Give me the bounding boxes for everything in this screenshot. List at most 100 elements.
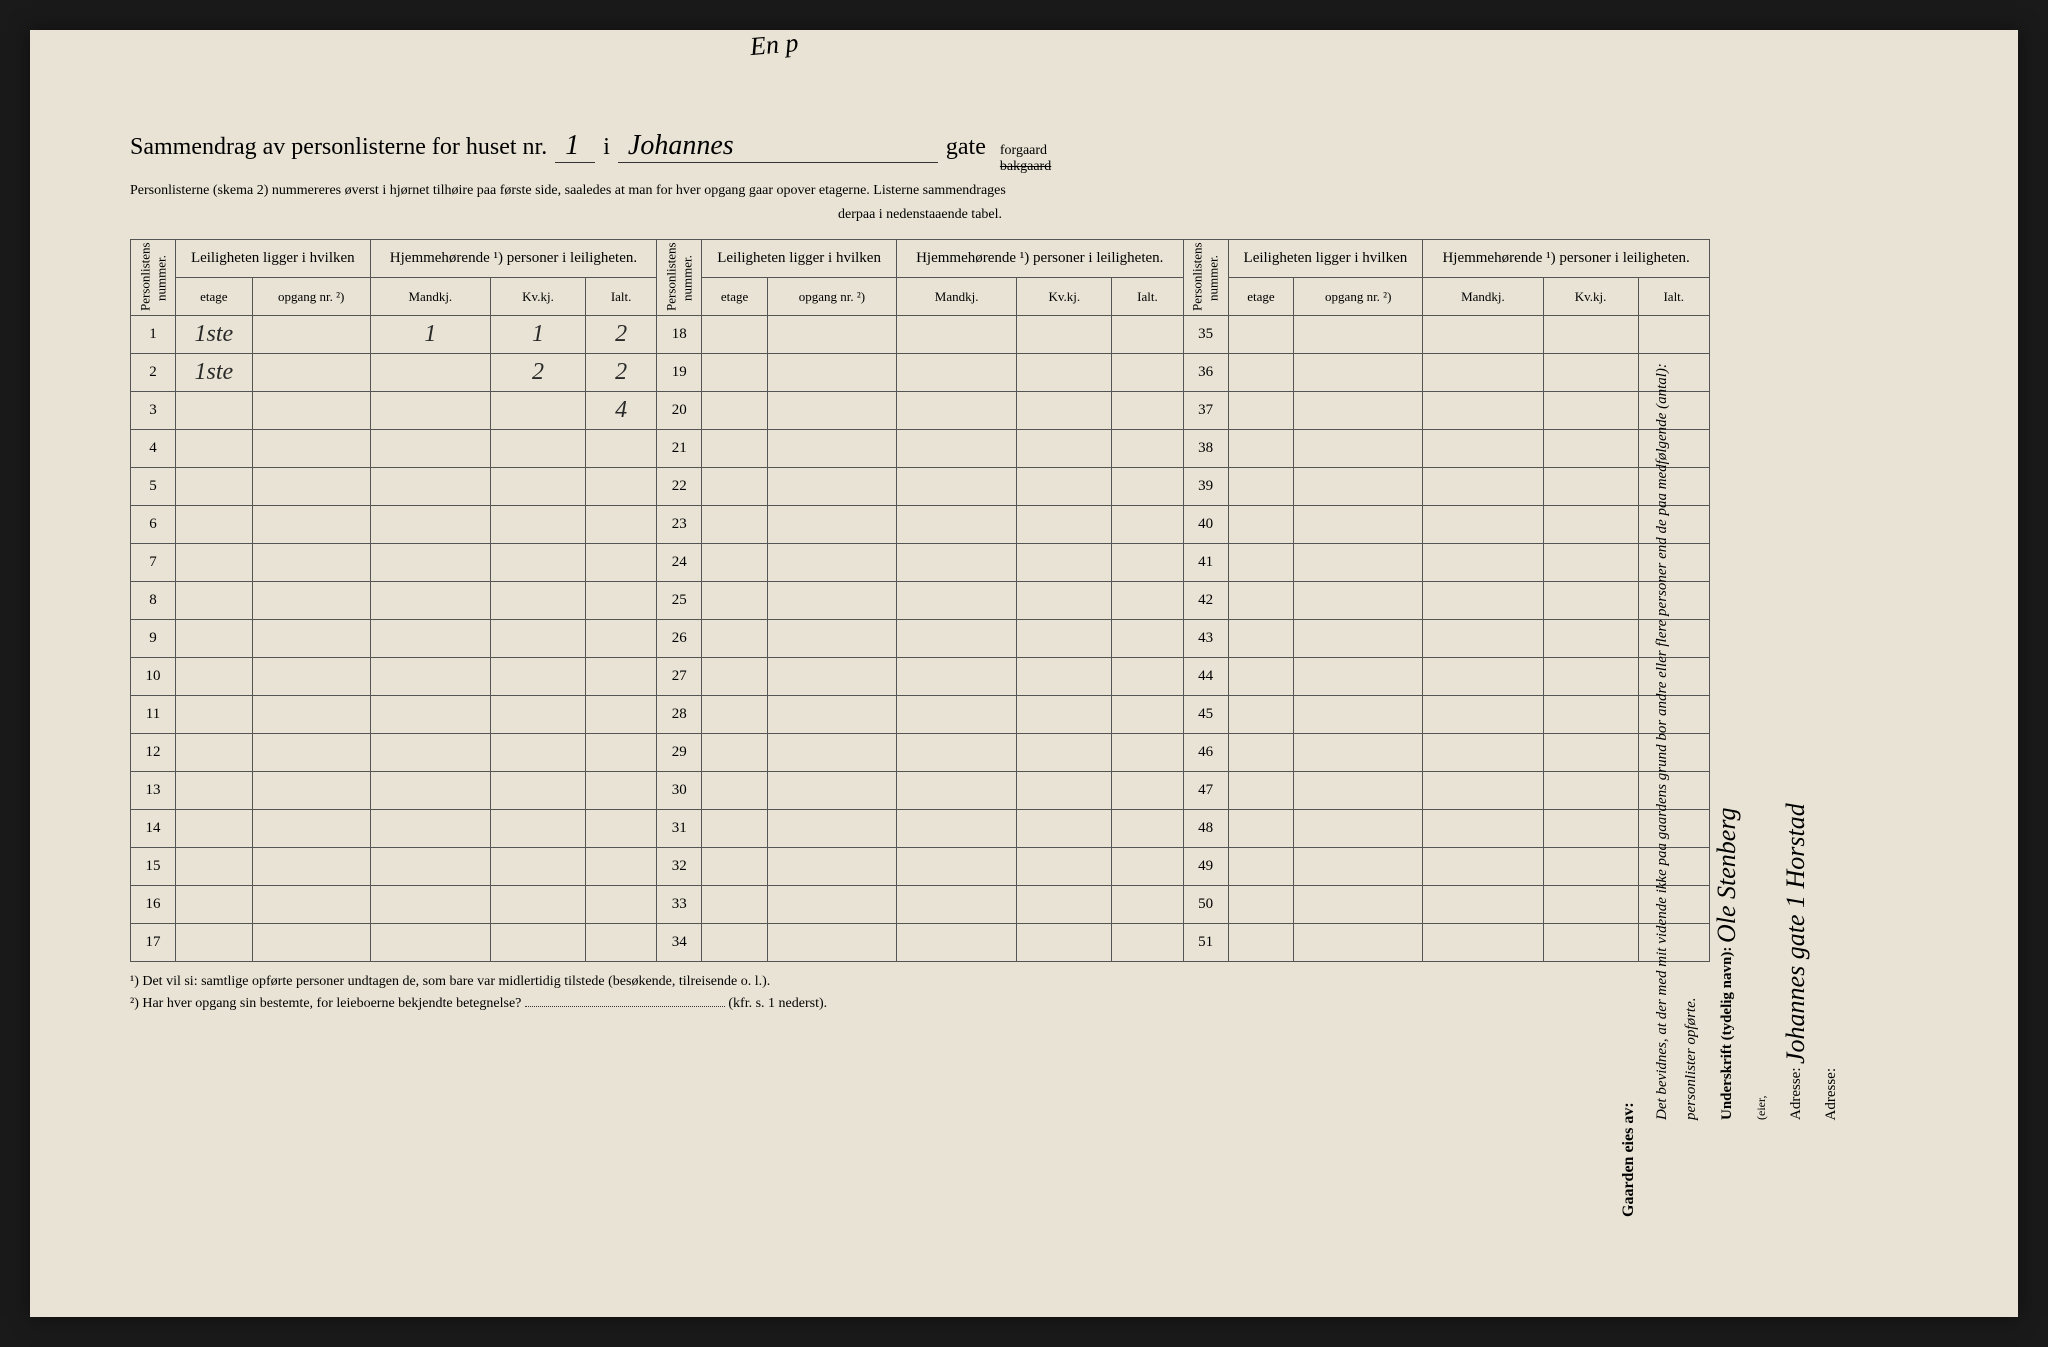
row-number-3: 39 [1183, 468, 1228, 506]
cell-etage-2 [702, 886, 768, 924]
cell-ialt-2 [1112, 316, 1183, 354]
row-number-1: 15 [131, 848, 176, 886]
cell-mandkj-3 [1423, 582, 1543, 620]
row-number-2: 21 [657, 430, 702, 468]
row-number-3: 42 [1183, 582, 1228, 620]
cell-opgang-1 [252, 848, 370, 886]
cell-mandkj-2 [896, 810, 1016, 848]
cell-kvkj-3 [1543, 582, 1638, 620]
sub-etage-3: etage [1228, 278, 1294, 316]
row-number-1: 13 [131, 772, 176, 810]
cell-kvkj-3 [1543, 734, 1638, 772]
cell-etage-3 [1228, 582, 1294, 620]
row-number-2: 34 [657, 924, 702, 962]
cell-ialt-1 [585, 582, 656, 620]
cell-kvkj-3 [1543, 430, 1638, 468]
cell-etage-3 [1228, 924, 1294, 962]
cell-opgang-2 [767, 696, 896, 734]
cell-mandkj-3 [1423, 354, 1543, 392]
address-row: Adresse: Johannes gate 1 Horstad [1775, 150, 1817, 1130]
cell-mandkj-1 [370, 772, 490, 810]
adresse-value: Johannes gate 1 Horstad [1781, 803, 1810, 1064]
cell-ialt-2 [1112, 924, 1183, 962]
cell-etage-1: 1ste [176, 316, 253, 354]
cell-etage-1 [176, 886, 253, 924]
cell-etage-3 [1228, 354, 1294, 392]
cell-ialt-2 [1112, 506, 1183, 544]
table-row: 11ste1121835 [131, 316, 1710, 354]
cell-etage-2 [702, 620, 768, 658]
row-number-1: 1 [131, 316, 176, 354]
signature-row: Underskrift (tydelig navn): Ole Stenberg [1706, 150, 1748, 1130]
cell-mandkj-1 [370, 468, 490, 506]
cell-opgang-3 [1294, 620, 1423, 658]
cell-ialt-1 [585, 886, 656, 924]
cell-etage-2 [702, 468, 768, 506]
cell-opgang-1 [252, 658, 370, 696]
cell-opgang-2 [767, 620, 896, 658]
cell-ialt-2 [1112, 734, 1183, 772]
footnote-1: ¹) Det vil si: samtlige opførte personer… [130, 974, 1710, 990]
attestation-text: Det bevidnes, at der med mit vidende ikk… [1648, 150, 1677, 1130]
cell-ialt-2 [1112, 886, 1183, 924]
owner-label: Gaarden eies av: [1620, 817, 1638, 1217]
table-row: 112845 [131, 696, 1710, 734]
cell-kvkj-3 [1543, 468, 1638, 506]
col-leiligheten-2: Leiligheten ligger i hvilken [702, 240, 897, 278]
cell-mandkj-3 [1423, 506, 1543, 544]
cell-ialt-2 [1112, 620, 1183, 658]
cell-mandkj-2 [896, 924, 1016, 962]
title-in: i [603, 134, 610, 161]
summary-table: Personlistens nummer. Leiligheten ligger… [130, 239, 1710, 962]
cell-mandkj-2 [896, 430, 1016, 468]
cell-etage-1: 1ste [176, 354, 253, 392]
row-number-1: 10 [131, 658, 176, 696]
sub-ialt-1: Ialt. [585, 278, 656, 316]
cell-opgang-3 [1294, 430, 1423, 468]
cell-mandkj-1 [370, 696, 490, 734]
personlister-text: personlister opførte. [1677, 150, 1706, 1130]
subtitle-line2: derpaa i nedenstaaende tabel. [130, 207, 1710, 223]
cell-ialt-2 [1112, 582, 1183, 620]
row-number-1: 9 [131, 620, 176, 658]
cell-kvkj-2 [1017, 544, 1112, 582]
cell-opgang-3 [1294, 582, 1423, 620]
cell-mandkj-3 [1423, 620, 1543, 658]
cell-mandkj-1 [370, 886, 490, 924]
cell-kvkj-2 [1017, 316, 1112, 354]
row-number-3: 38 [1183, 430, 1228, 468]
cell-kvkj-2 [1017, 582, 1112, 620]
cell-etage-3 [1228, 544, 1294, 582]
sub-mandkj-3: Mandkj. [1423, 278, 1543, 316]
footnote-2-blank [525, 1006, 725, 1007]
row-number-2: 22 [657, 468, 702, 506]
cell-opgang-3 [1294, 544, 1423, 582]
sub-opgang-1: opgang nr. ²) [252, 278, 370, 316]
cell-mandkj-1 [370, 658, 490, 696]
cell-kvkj-3 [1543, 696, 1638, 734]
cell-kvkj-3 [1543, 544, 1638, 582]
cell-mandkj-3 [1423, 734, 1543, 772]
cell-etage-3 [1228, 430, 1294, 468]
cell-etage-3 [1228, 810, 1294, 848]
cell-kvkj-2 [1017, 354, 1112, 392]
cell-opgang-3 [1294, 316, 1423, 354]
cell-ialt-1 [585, 430, 656, 468]
footnote-2-prefix: ²) Har hver opgang sin bestemte, for lei… [130, 996, 521, 1011]
cell-kvkj-2 [1017, 810, 1112, 848]
cell-opgang-1 [252, 468, 370, 506]
cell-kvkj-2 [1017, 886, 1112, 924]
row-number-3: 36 [1183, 354, 1228, 392]
cell-kvkj-2 [1017, 696, 1112, 734]
sub-kvkj-2: Kv.kj. [1017, 278, 1112, 316]
cell-opgang-1 [252, 582, 370, 620]
cell-ialt-1: 4 [585, 392, 656, 430]
cell-opgang-2 [767, 772, 896, 810]
gate-suffix: forgaard bakgaard [1000, 143, 1051, 175]
cell-mandkj-1 [370, 392, 490, 430]
cell-opgang-2 [767, 316, 896, 354]
cell-ialt-2 [1112, 430, 1183, 468]
row-number-1: 16 [131, 886, 176, 924]
col-personlistens-1: Personlistens nummer. [131, 240, 176, 316]
row-number-1: 6 [131, 506, 176, 544]
